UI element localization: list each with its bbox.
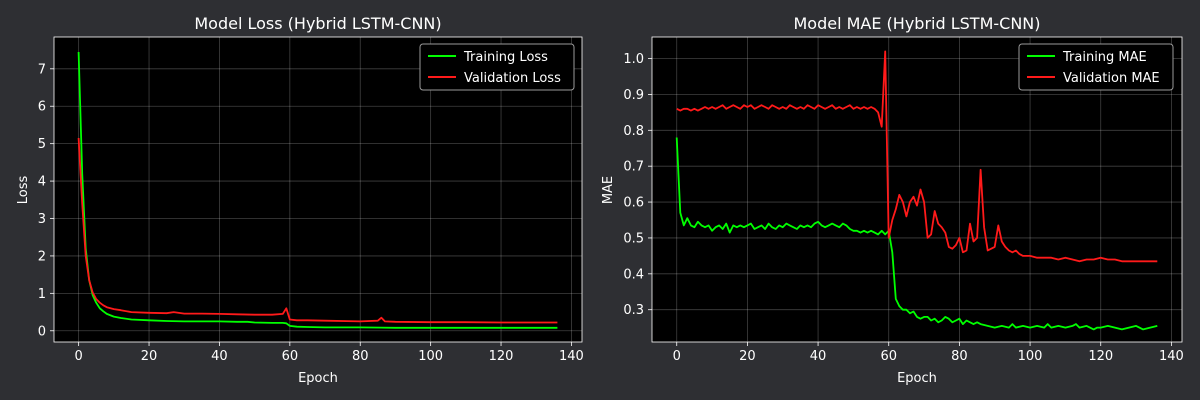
mae-chart-panel: Model MAE (Hybrid LSTM-CNN) Epoch MAE 0 2… — [601, 14, 1184, 386]
loss-x-tick-label: 20 — [141, 349, 158, 364]
mae-x-tick-label: 20 — [739, 349, 756, 364]
loss-y-tick-label: 7 — [38, 62, 46, 77]
loss-x-ticks: 0 20 40 60 80 100 120 140 — [74, 342, 584, 364]
loss-y-tick-label: 0 — [38, 324, 46, 339]
mae-legend: Training MAE Validation MAE — [1018, 43, 1174, 91]
mae-y-tick-label: 0.5 — [623, 231, 644, 246]
loss-legend-box — [419, 43, 575, 91]
mae-series-lines — [675, 50, 1158, 331]
training-loss-line — [77, 51, 558, 329]
training-mae-legend-label: Training MAE — [1062, 50, 1147, 65]
loss-x-tick-label: 140 — [559, 349, 584, 364]
mae-x-tick-label: 60 — [880, 349, 897, 364]
loss-y-axis-label: Loss — [16, 176, 31, 205]
loss-y-ticks: 0 1 2 3 4 5 6 7 — [38, 62, 54, 339]
loss-x-tick-label: 100 — [418, 349, 443, 364]
mae-y-tick-label: 0.4 — [623, 267, 644, 282]
mae-y-tick-label: 1.0 — [623, 52, 644, 67]
loss-y-tick-label: 2 — [38, 249, 46, 264]
mae-y-ticks: 0.3 0.4 0.5 0.6 0.7 0.8 0.9 1.0 — [623, 52, 652, 318]
mae-y-tick-label: 0.3 — [623, 303, 644, 318]
validation-loss-legend-label: Validation Loss — [464, 71, 561, 86]
training-loss-legend-label: Training Loss — [463, 50, 548, 65]
loss-x-tick-label: 80 — [352, 349, 369, 364]
mae-x-tick-label: 140 — [1159, 349, 1184, 364]
loss-x-tick-label: 40 — [211, 349, 228, 364]
mae-x-ticks: 0 20 40 60 80 100 120 140 — [673, 342, 1184, 364]
mae-x-tick-label: 80 — [951, 349, 968, 364]
mae-x-axis-label: Epoch — [897, 371, 937, 386]
mae-y-tick-label: 0.7 — [623, 160, 644, 175]
mae-y-axis-label: MAE — [601, 176, 616, 204]
loss-chart-title: Model Loss (Hybrid LSTM-CNN) — [194, 14, 441, 33]
loss-y-tick-label: 6 — [38, 100, 46, 115]
mae-x-tick-label: 40 — [810, 349, 827, 364]
loss-y-tick-label: 4 — [38, 175, 46, 190]
loss-y-tick-label: 1 — [38, 287, 46, 302]
loss-x-tick-label: 120 — [489, 349, 514, 364]
training-mae-line — [675, 137, 1158, 331]
mae-x-tick-label: 100 — [1018, 349, 1043, 364]
mae-chart-title: Model MAE (Hybrid LSTM-CNN) — [793, 14, 1040, 33]
validation-loss-line — [77, 137, 558, 324]
loss-x-tick-label: 0 — [74, 349, 82, 364]
loss-x-axis-label: Epoch — [298, 371, 338, 386]
mae-x-tick-label: 0 — [673, 349, 681, 364]
validation-mae-legend-label: Validation MAE — [1063, 71, 1160, 86]
loss-y-tick-label: 5 — [38, 137, 46, 152]
loss-y-tick-label: 3 — [38, 212, 46, 227]
loss-legend: Training Loss Validation Loss — [419, 43, 575, 91]
mae-y-tick-label: 0.6 — [623, 196, 644, 211]
mae-y-tick-label: 0.9 — [623, 88, 644, 103]
mae-x-tick-label: 120 — [1088, 349, 1113, 364]
loss-chart-panel: Model Loss (Hybrid LSTM-CNN) Epoch Loss … — [16, 14, 584, 386]
mae-legend-box — [1018, 43, 1174, 91]
loss-x-tick-label: 60 — [282, 349, 299, 364]
mae-y-tick-label: 0.8 — [623, 124, 644, 139]
validation-mae-line — [676, 50, 1158, 263]
loss-series-lines — [77, 51, 558, 329]
